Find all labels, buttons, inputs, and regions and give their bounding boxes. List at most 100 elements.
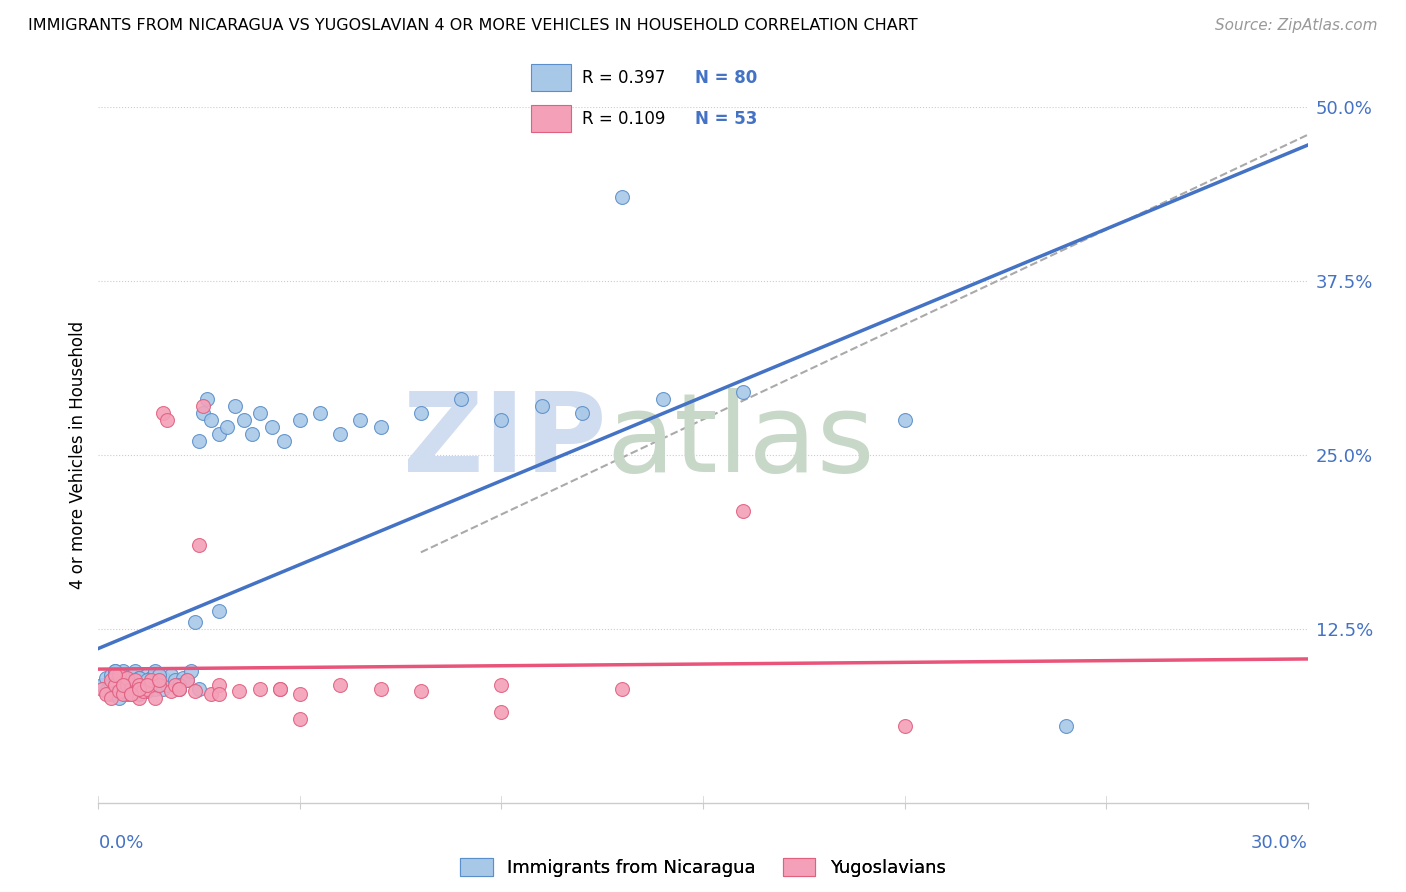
Point	[200, 413, 222, 427]
Point	[128, 681, 150, 696]
Point	[91, 677, 114, 691]
Point	[148, 677, 170, 691]
Point	[156, 677, 179, 691]
Point	[115, 677, 138, 691]
Point	[128, 671, 150, 685]
Y-axis label: 4 or more Vehicles in Household: 4 or more Vehicles in Household	[69, 321, 87, 589]
Point	[530, 399, 553, 413]
Point	[491, 706, 513, 720]
Point	[160, 667, 183, 681]
Point	[124, 673, 146, 688]
Point	[139, 673, 162, 688]
Legend: Immigrants from Nicaragua, Yugoslavians: Immigrants from Nicaragua, Yugoslavians	[453, 850, 953, 884]
Point	[571, 406, 593, 420]
Point	[115, 671, 138, 685]
FancyBboxPatch shape	[531, 64, 571, 91]
Point	[100, 691, 122, 706]
Point	[96, 687, 118, 701]
Point	[120, 667, 142, 681]
Point	[103, 673, 125, 688]
Point	[288, 413, 311, 427]
Point	[349, 413, 371, 427]
Point	[135, 673, 157, 688]
Point	[180, 664, 202, 678]
Point	[260, 420, 283, 434]
Point	[148, 673, 170, 688]
Text: atlas: atlas	[606, 387, 875, 494]
Text: R = 0.109: R = 0.109	[582, 110, 665, 128]
Point	[188, 681, 211, 696]
Point	[148, 673, 170, 688]
Point	[96, 671, 118, 685]
Point	[115, 687, 138, 701]
Point	[120, 684, 142, 698]
Point	[107, 667, 129, 681]
Point	[103, 664, 125, 678]
Point	[176, 673, 198, 688]
Point	[128, 691, 150, 706]
Text: N = 53: N = 53	[695, 110, 756, 128]
Point	[120, 681, 142, 696]
Point	[208, 677, 231, 691]
Point	[612, 190, 634, 204]
Point	[208, 427, 231, 442]
Point	[208, 604, 231, 618]
Point	[240, 427, 263, 442]
Point	[409, 406, 432, 420]
Point	[193, 406, 215, 420]
Point	[107, 681, 129, 696]
Text: Source: ZipAtlas.com: Source: ZipAtlas.com	[1215, 18, 1378, 33]
Point	[893, 719, 915, 733]
Point	[167, 681, 190, 696]
Point	[152, 406, 174, 420]
Point	[288, 687, 311, 701]
Point	[188, 538, 211, 552]
Point	[176, 673, 198, 688]
Point	[120, 687, 142, 701]
Point	[111, 687, 134, 701]
Point	[273, 434, 295, 448]
Point	[135, 677, 157, 691]
Point	[120, 677, 142, 691]
Point	[107, 671, 129, 685]
Point	[409, 684, 432, 698]
Point	[135, 681, 157, 696]
Point	[152, 671, 174, 685]
Point	[172, 671, 194, 685]
Point	[163, 677, 186, 691]
Point	[143, 681, 166, 696]
Point	[309, 406, 332, 420]
Point	[450, 392, 472, 407]
Point	[1054, 719, 1077, 733]
Point	[329, 427, 352, 442]
Point	[135, 667, 157, 681]
Point	[91, 681, 114, 696]
Point	[651, 392, 673, 407]
Point	[217, 420, 239, 434]
Point	[188, 434, 211, 448]
Text: N = 80: N = 80	[695, 69, 756, 87]
Point	[224, 399, 246, 413]
Point	[132, 677, 155, 691]
Point	[167, 681, 190, 696]
Point	[288, 712, 311, 726]
Point	[228, 684, 250, 698]
Point	[111, 684, 134, 698]
Point	[184, 615, 207, 629]
Point	[733, 385, 755, 400]
Point	[115, 681, 138, 696]
Point	[100, 687, 122, 701]
Point	[167, 681, 190, 696]
Point	[124, 664, 146, 678]
Point	[111, 673, 134, 688]
Point	[733, 503, 755, 517]
Point	[491, 413, 513, 427]
Point	[329, 677, 352, 691]
Point	[208, 687, 231, 701]
Text: ZIP: ZIP	[404, 387, 606, 494]
Point	[107, 691, 129, 706]
Point	[111, 664, 134, 678]
Point	[148, 667, 170, 681]
Point	[160, 684, 183, 698]
Point	[96, 684, 118, 698]
